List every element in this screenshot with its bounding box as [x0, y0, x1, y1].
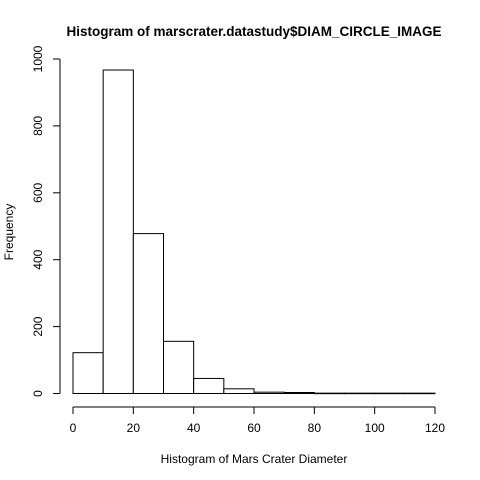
y-tick-label-2: 400	[31, 249, 45, 269]
histogram-bar-9	[344, 392, 376, 395]
y-axis: 0 200 400 600 800 1000	[31, 45, 61, 397]
histogram-bar-7	[283, 391, 315, 394]
x-tick-label-5: 100	[365, 421, 385, 435]
x-tick-label-2: 40	[187, 421, 201, 435]
x-tick-label-4: 80	[308, 421, 322, 435]
histogram-bar-10	[374, 392, 406, 395]
x-tick-label-3: 60	[247, 421, 261, 435]
histogram-bar-6	[253, 391, 285, 394]
histogram-bar-5	[223, 388, 255, 394]
x-tick-label-6: 120	[425, 421, 445, 435]
histogram-bar-3	[163, 340, 195, 394]
y-tick-label-1: 200	[31, 316, 45, 336]
y-tick-label-0: 0	[31, 390, 45, 397]
histogram-bar-4	[193, 377, 225, 395]
x-tick-label-1: 20	[127, 421, 141, 435]
chart-title: Histogram of marscrater.datastudy$DIAM_C…	[66, 24, 441, 39]
histogram-bar-8	[313, 392, 346, 395]
bars-group	[72, 69, 436, 395]
histogram-bar-11	[404, 392, 436, 395]
histogram-bar-0	[72, 352, 104, 395]
y-tick-label-5: 1000	[31, 45, 45, 72]
y-tick-label-3: 600	[31, 182, 45, 202]
y-tick-label-4: 800	[31, 116, 45, 136]
y-axis-label: Frequency	[2, 204, 16, 261]
histogram-bar-2	[132, 233, 164, 394]
x-tick-label-0: 0	[70, 421, 77, 435]
x-axis: 0 20 40 60 80 100 120	[70, 406, 445, 435]
histogram-bar-1	[102, 69, 134, 394]
x-axis-label: Histogram of Mars Crater Diameter	[161, 452, 348, 466]
